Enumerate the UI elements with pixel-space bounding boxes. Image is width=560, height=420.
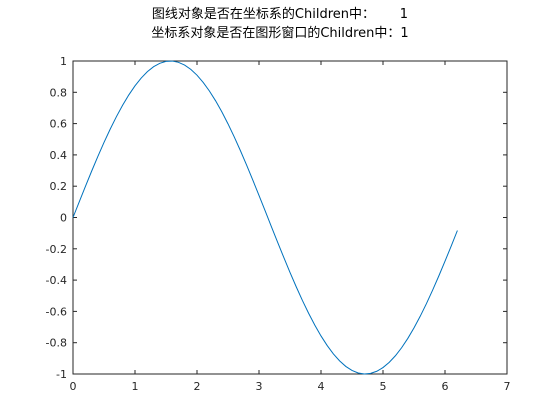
y-tick-label: 0.6 — [50, 118, 68, 131]
y-tick-label: -0.6 — [46, 305, 67, 318]
y-tick-label: 0.8 — [50, 86, 68, 99]
x-tick-label: 1 — [132, 380, 139, 393]
y-tick-label: 0 — [60, 212, 67, 225]
plot-area — [72, 60, 508, 375]
y-tick-label: 1 — [60, 55, 67, 68]
chart-title-line-2: 坐标系对象是否在图形窗口的Children中：1 — [151, 26, 409, 41]
y-tick-label: 0.2 — [50, 180, 68, 193]
y-tick-label: -0.8 — [46, 337, 67, 350]
y-tick-label: 0.4 — [50, 149, 68, 162]
x-tick-label: 2 — [194, 380, 201, 393]
y-tick-label: -0.4 — [46, 274, 67, 287]
y-axis: 1 0.8 0.6 0.4 0.2 0 -0.2 -0.4 -0.6 -0.8 -1 — [46, 55, 507, 381]
x-tick-label: 6 — [442, 380, 449, 393]
x-tick-label: 3 — [256, 380, 263, 393]
chart-title-line-1: 图线对象是否在坐标系的Children中： 1 — [151, 7, 409, 22]
x-axis: 0 1 2 3 4 5 6 7 — [70, 61, 511, 393]
x-tick-label: 4 — [318, 380, 325, 393]
y-tick-label: -1 — [56, 368, 67, 381]
x-tick-label: 7 — [504, 380, 511, 393]
x-tick-label: 0 — [70, 380, 77, 393]
x-tick-label: 5 — [380, 380, 387, 393]
sine-series-line — [72, 60, 458, 375]
y-tick-label: -0.2 — [46, 243, 67, 256]
series-group — [72, 60, 458, 375]
